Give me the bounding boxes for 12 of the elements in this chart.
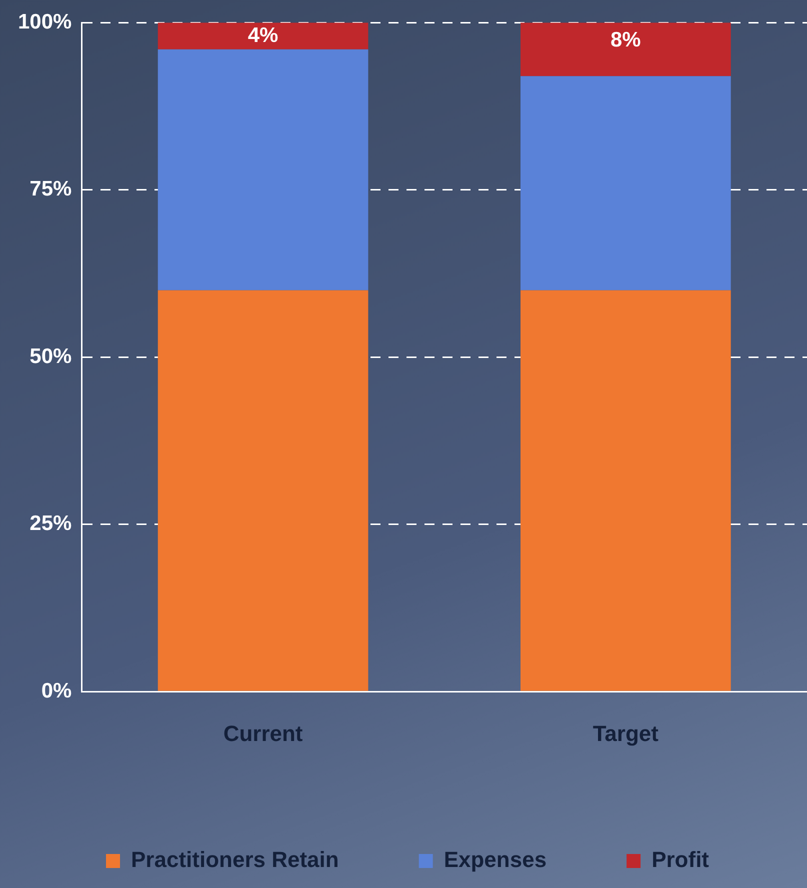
legend-label: Profit	[652, 847, 710, 872]
legend-label: Expenses	[444, 847, 547, 872]
data-label: 8%	[610, 28, 642, 52]
x-tick-label: Current	[223, 720, 304, 746]
y-tick-label: 75%	[30, 178, 72, 201]
data-label: 4%	[248, 24, 279, 47]
x-tick-label: Target	[592, 720, 660, 746]
y-tick-label: 100%	[18, 10, 72, 34]
y-tick-label: 25%	[30, 512, 72, 536]
legend-label: Practitioners Retain	[130, 847, 339, 872]
y-tick-label: 50%	[30, 344, 72, 368]
y-tick-label: 0%	[41, 679, 72, 702]
